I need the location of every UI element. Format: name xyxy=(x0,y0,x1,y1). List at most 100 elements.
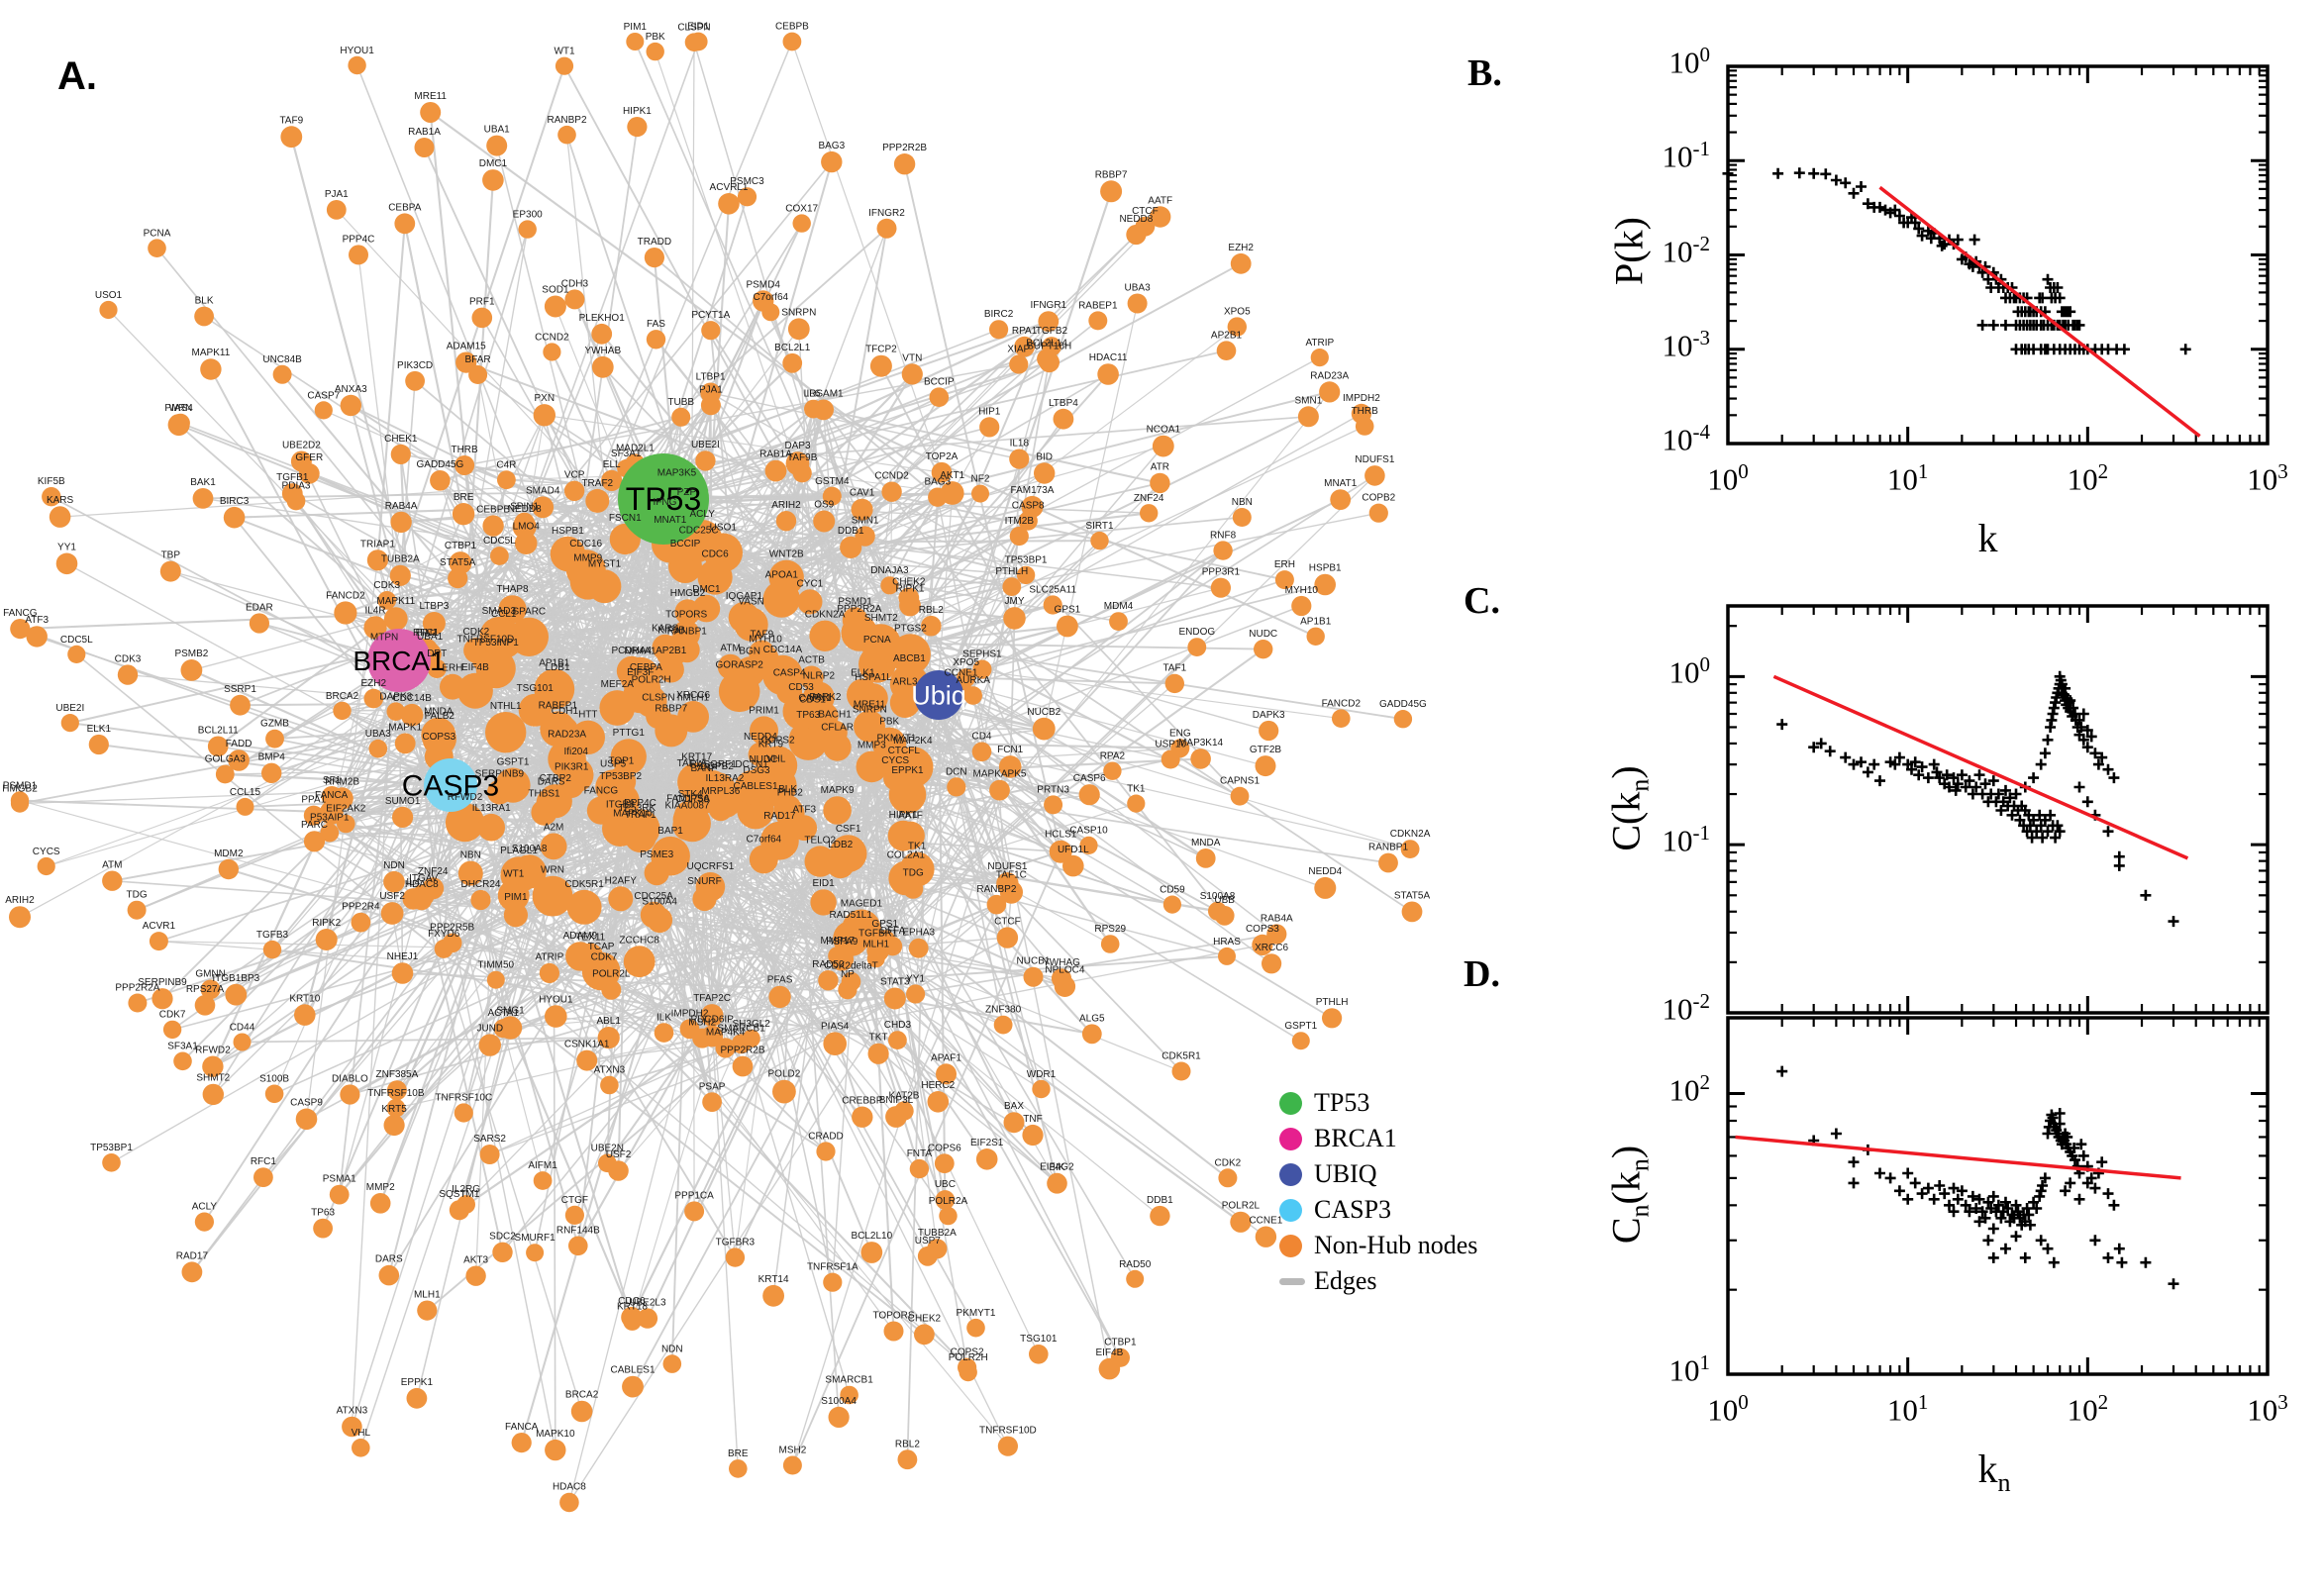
network-node-label: PDCD6IP xyxy=(691,1015,735,1026)
network-node-label: ACTA1 xyxy=(488,1008,520,1019)
network-node-label: BCL2L1 xyxy=(774,343,811,353)
network-node-label: MAPKAPK5 xyxy=(973,769,1027,780)
network-node xyxy=(334,601,357,625)
network-node xyxy=(957,668,976,688)
network-node-label: KIF5B xyxy=(657,625,685,636)
network-node-label: TUBB2A xyxy=(918,1228,957,1239)
network-node xyxy=(742,1029,760,1047)
network-node-label: CCL15 xyxy=(230,787,261,798)
network-node-label: COPS3 xyxy=(422,732,455,743)
x-tick-label: 103 xyxy=(2247,1390,2288,1428)
network-node-label: YY1 xyxy=(906,974,925,985)
network-node-label: KRT14 xyxy=(758,1274,789,1285)
network-node xyxy=(478,1034,501,1056)
network-node-label: CTBP1 xyxy=(1104,1338,1137,1348)
network-node-label: RIPK2 xyxy=(312,918,341,929)
network-node xyxy=(732,1055,754,1077)
network-node-label: KARS xyxy=(652,624,679,635)
network-node xyxy=(264,1084,284,1104)
network-node-label: MSH2 xyxy=(688,1018,716,1029)
network-node xyxy=(342,1416,362,1438)
network-node xyxy=(1161,749,1180,769)
network-node xyxy=(685,536,712,562)
network-node xyxy=(202,1055,224,1077)
network-node xyxy=(180,659,203,681)
network-node-label: LDB2 xyxy=(828,840,853,850)
network-node xyxy=(1127,794,1146,813)
network-node xyxy=(386,1098,406,1118)
network-node-label: CDKN2A xyxy=(1390,829,1431,840)
network-node xyxy=(785,451,810,475)
network-node-label: S100A8 xyxy=(512,844,548,854)
network-node-label: FANCD2 xyxy=(326,590,365,601)
network-node xyxy=(646,330,666,349)
network-node xyxy=(838,980,858,1000)
network-node-label: ELK1 xyxy=(851,668,875,679)
network-node-label: UBB xyxy=(1214,895,1235,906)
network-node-label: NUDC xyxy=(749,754,777,765)
network-node-label: AP2B1 xyxy=(656,646,687,656)
network-node-label: PZP xyxy=(677,487,697,498)
hub-node-label-ubiq: Ubiq xyxy=(911,680,966,710)
network-node xyxy=(830,948,855,971)
scatter-points xyxy=(1776,1065,2179,1290)
network-node-label: SERPINB9 xyxy=(138,977,187,988)
x-tick-label: 100 xyxy=(1707,459,1749,497)
network-node-label: CHEK2 xyxy=(892,576,926,587)
network-node-label: A2M xyxy=(544,823,564,834)
network-node-label: TRAF2 xyxy=(581,478,613,489)
network-node-label: TDG xyxy=(903,868,924,879)
network-node xyxy=(532,875,573,917)
network-node xyxy=(1393,710,1413,729)
network-node xyxy=(1232,508,1252,527)
network-node-label: HCLS1 xyxy=(1045,830,1077,841)
network-node xyxy=(1103,761,1122,780)
network-node-label: EPPK1 xyxy=(401,1377,434,1388)
network-node-label: TGFB3 xyxy=(256,930,289,941)
network-node-label: ATM xyxy=(102,860,122,871)
network-node-label: RAD23A xyxy=(1310,370,1349,381)
network-node xyxy=(971,742,992,762)
network-node-label: DSG3 xyxy=(743,765,770,776)
network-node-label: EIF4B xyxy=(1096,1347,1124,1358)
network-node-label: CDKN2A xyxy=(805,610,846,621)
network-node xyxy=(734,770,769,805)
network-node xyxy=(899,594,921,617)
network-node-label: HSPB1 xyxy=(552,526,584,537)
hub-node-label-casp3: CASP3 xyxy=(402,770,499,803)
network-node-label: IFNG xyxy=(654,497,677,508)
network-node-label: PKMYT1 xyxy=(956,1308,995,1319)
network-node xyxy=(1255,1226,1277,1247)
network-node-label: ATXN3 xyxy=(337,1406,368,1417)
network-node-label: PIK3CD xyxy=(397,360,433,371)
network-node-label: TNFRSF10B xyxy=(367,1088,425,1099)
network-node xyxy=(329,1184,350,1205)
network-node-label: CTCF xyxy=(1132,206,1159,217)
y-tick-label: 10-1 xyxy=(1662,137,1711,174)
network-node xyxy=(1195,848,1216,868)
network-node xyxy=(511,1433,532,1453)
plot-panel-d xyxy=(1726,1016,2270,1376)
network-node xyxy=(869,354,892,377)
network-node-label: COPS6 xyxy=(675,794,709,805)
network-node xyxy=(128,993,148,1013)
network-node-label: CYCS xyxy=(881,755,909,766)
network-node-label: DAP3 xyxy=(784,441,811,451)
network-node-label: UBA3 xyxy=(1125,283,1152,294)
network-node xyxy=(1164,673,1185,694)
network-node xyxy=(378,1264,400,1286)
network-node xyxy=(1171,1061,1191,1081)
network-node-label: CCL1 xyxy=(491,609,517,620)
network-node xyxy=(200,358,222,380)
network-node xyxy=(1332,709,1351,728)
network-node xyxy=(1078,784,1100,806)
network-node-label: RAB4A xyxy=(1261,913,1293,924)
network-node-label: ADAM15 xyxy=(447,342,486,352)
network-node xyxy=(677,762,717,802)
network-node-label: EIF4B xyxy=(461,662,489,673)
network-node-label: CD4 xyxy=(971,732,991,743)
network-node xyxy=(539,962,560,984)
network-node xyxy=(627,117,648,138)
network-node-label: TAF9 xyxy=(279,115,303,126)
network-node-label: VTN xyxy=(902,352,922,363)
